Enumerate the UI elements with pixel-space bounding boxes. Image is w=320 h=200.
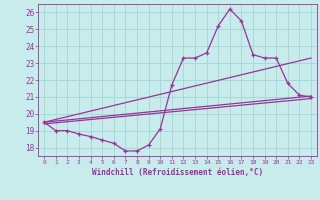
X-axis label: Windchill (Refroidissement éolien,°C): Windchill (Refroidissement éolien,°C) <box>92 168 263 177</box>
